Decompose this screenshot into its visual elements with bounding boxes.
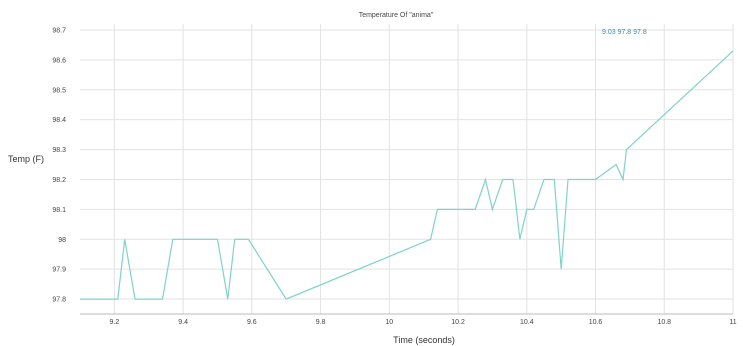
- x-axis-label: Time (seconds): [393, 335, 455, 345]
- y-tick-label: 98.7: [52, 27, 66, 34]
- y-tick-label: 97.8: [52, 297, 66, 304]
- y-tick-label: 98.1: [52, 207, 66, 214]
- y-tick-label: 98.2: [52, 177, 66, 184]
- y-tick-label: 98.6: [52, 57, 66, 64]
- x-tick-label: 9.8: [316, 319, 326, 326]
- x-tick-label: 10.6: [589, 319, 603, 326]
- x-tick-label: 9.2: [110, 319, 120, 326]
- x-tick-label: 9.6: [247, 319, 257, 326]
- y-tick-label: 98: [58, 237, 66, 244]
- x-tick-label: 10.2: [451, 319, 465, 326]
- x-tick-label: 10.4: [520, 319, 534, 326]
- x-tick-label: 11: [729, 319, 736, 326]
- y-tick-label: 98.5: [52, 87, 66, 94]
- y-tick-labels: 97.8 97.9 98 98.1 98.2 98.3 98.4 98.5 98.6 98.7: [52, 27, 66, 303]
- y-tick-label: 97.9: [52, 267, 66, 274]
- grid-lines: [80, 24, 734, 314]
- y-tick-label: 98.4: [52, 117, 66, 124]
- x-tick-label: 9.4: [178, 319, 188, 326]
- temperature-series-line: [80, 50, 734, 300]
- chart-title: Temperature Of "anima": [359, 12, 434, 19]
- x-tick-label: 10: [385, 319, 393, 326]
- y-tick-label: 98.3: [52, 147, 66, 154]
- x-tick-labels: 9.2 9.4 9.6 9.8 10 10.2 10.4 10.6 10.8 11: [110, 319, 737, 326]
- hover-readout: 9.03 97.8 97.8: [602, 29, 647, 36]
- y-axis-label: Temp (F): [8, 154, 44, 164]
- x-tick-label: 10.8: [657, 319, 671, 326]
